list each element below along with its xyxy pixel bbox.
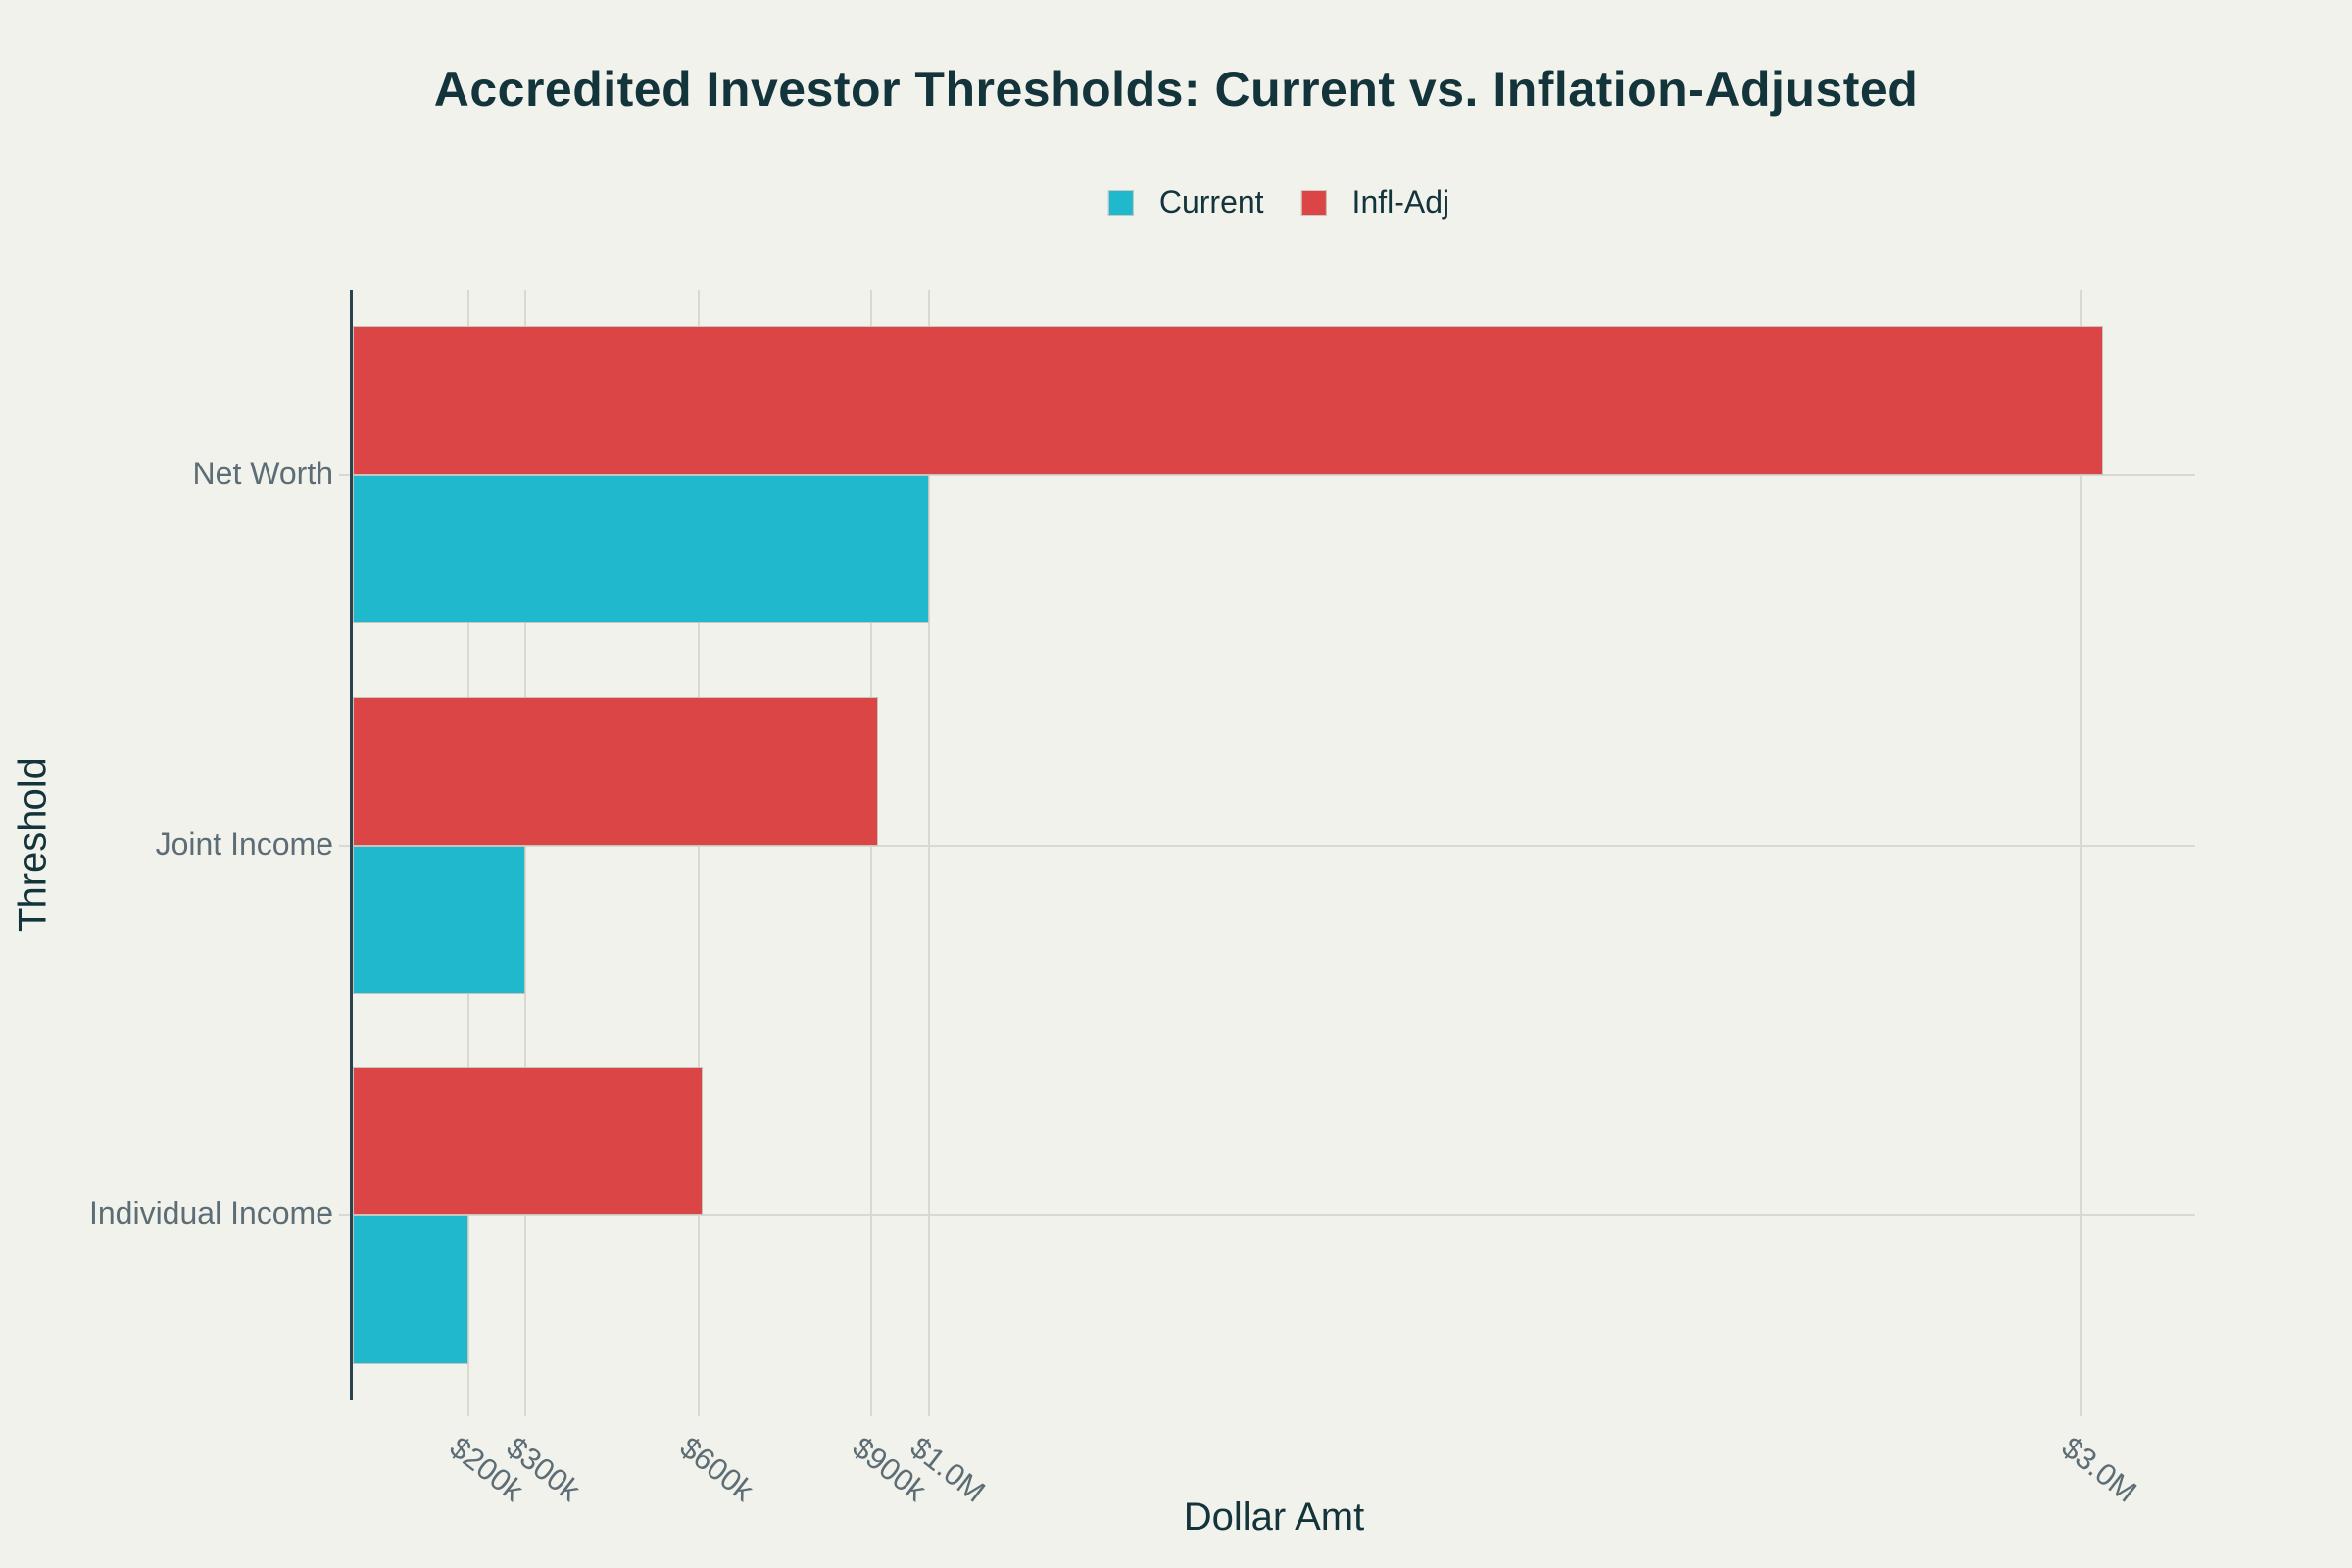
x-tick-mark — [2079, 1400, 2082, 1416]
y-tick-label: Joint Income — [155, 825, 333, 861]
x-tick-mark — [466, 1400, 469, 1416]
y-axis-line — [350, 290, 353, 1400]
x-tick-mark — [524, 1400, 527, 1416]
bar-current-net-worth[interactable] — [353, 474, 929, 624]
chart-title: Accredited Investor Thresholds: Current … — [433, 62, 1919, 117]
legend-item-infl-adj[interactable]: Infl-Adj — [1300, 184, 1450, 220]
bar-infl-adj-joint-income[interactable] — [353, 697, 878, 846]
legend-swatch-infl-adj-icon — [1300, 189, 1327, 216]
y-tick-label: Net Worth — [192, 455, 333, 491]
legend-label-current: Current — [1158, 184, 1264, 220]
y-tick-label: Individual Income — [88, 1196, 333, 1232]
bar-current-individual-income[interactable] — [353, 1215, 468, 1364]
x-tick-mark — [927, 1400, 930, 1416]
category-gridline — [353, 1214, 2195, 1217]
x-tick-mark — [697, 1400, 700, 1416]
y-tick-mark — [339, 1214, 353, 1217]
y-tick-mark — [339, 473, 353, 476]
bar-infl-adj-net-worth[interactable] — [353, 326, 2103, 475]
legend-item-current[interactable]: Current — [1107, 184, 1264, 220]
bar-infl-adj-individual-income[interactable] — [353, 1066, 704, 1216]
bar-current-joint-income[interactable] — [353, 845, 526, 994]
legend-swatch-current-icon — [1107, 189, 1134, 216]
y-axis-title: Threshold — [11, 758, 55, 932]
category-gridline — [353, 473, 2195, 476]
legend: Current Infl-Adj — [1107, 184, 1450, 220]
x-tick-mark — [869, 1400, 872, 1416]
legend-label-infl-adj: Infl-Adj — [1351, 184, 1450, 220]
y-tick-mark — [339, 844, 353, 847]
x-axis-title: Dollar Amt — [1183, 1495, 1365, 1539]
category-gridline — [353, 844, 2195, 847]
